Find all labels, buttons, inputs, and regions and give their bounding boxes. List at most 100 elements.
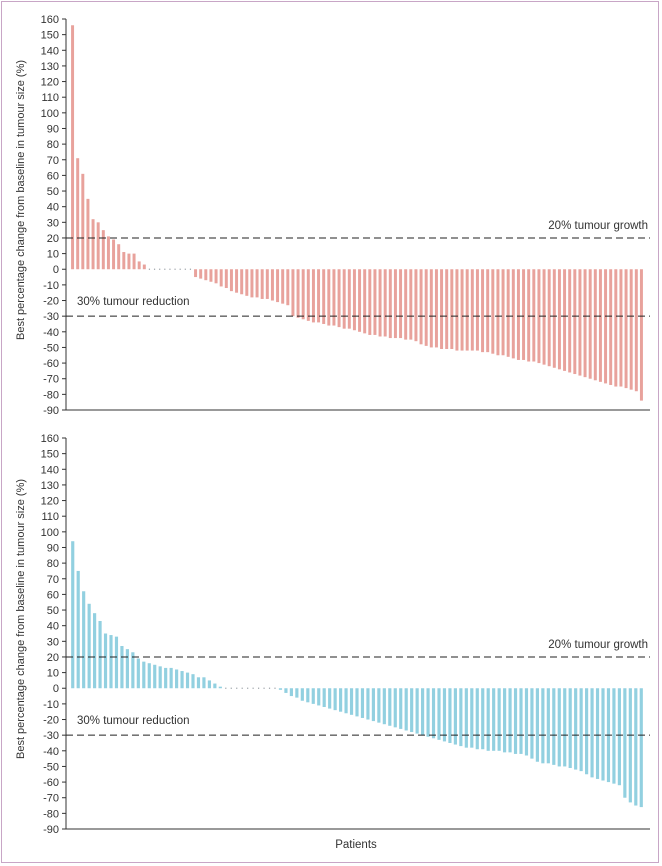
bar: [437, 688, 441, 740]
bar: [450, 269, 454, 350]
bar: [546, 688, 550, 764]
y-tick-label: 110: [41, 92, 59, 104]
y-tick-label: -50: [43, 342, 59, 354]
bar: [530, 688, 534, 759]
y-tick-label: 10: [47, 668, 59, 680]
y-tick-label: 60: [47, 170, 59, 182]
bar: [455, 269, 459, 351]
bar: [542, 269, 546, 365]
bar: [224, 269, 228, 289]
bar: [263, 687, 265, 689]
bar: [196, 677, 201, 689]
bar: [617, 688, 621, 786]
bar: [465, 269, 469, 351]
bar: [459, 688, 463, 747]
bar: [91, 219, 95, 270]
y-tick-label: -80: [43, 808, 59, 820]
bar: [378, 269, 382, 337]
bar: [274, 687, 276, 689]
bar: [470, 688, 474, 748]
bar: [497, 688, 501, 751]
y-tick-label: 60: [47, 589, 59, 601]
bar: [624, 269, 628, 389]
bar: [189, 268, 192, 270]
bar: [179, 268, 181, 270]
bar: [481, 688, 485, 750]
bar: [399, 688, 403, 729]
bar: [604, 269, 608, 384]
bar: [202, 677, 206, 689]
y-tick-label: -10: [43, 699, 59, 711]
y-tick-label: 40: [47, 202, 59, 214]
bar: [199, 269, 203, 279]
bar: [578, 269, 582, 376]
bar: [322, 688, 326, 708]
y-axis-label: Best percentage change from baseline in …: [15, 60, 27, 340]
bar: [235, 269, 239, 293]
bar: [175, 669, 179, 689]
bar: [76, 570, 80, 689]
bar: [519, 688, 523, 754]
y-tick-label: -50: [43, 761, 59, 773]
bar: [470, 269, 474, 351]
bar: [491, 269, 495, 354]
bar: [404, 688, 408, 731]
bar: [148, 268, 151, 270]
bar: [82, 591, 86, 689]
y-tick-label: 100: [41, 108, 59, 120]
bar: [388, 688, 392, 726]
bar: [153, 268, 156, 270]
bar: [93, 613, 97, 689]
bar: [440, 269, 444, 350]
bar: [230, 687, 232, 689]
bar: [429, 269, 433, 348]
y-tick-label: 30: [47, 217, 59, 229]
y-tick-label: -30: [43, 730, 59, 742]
bar: [503, 688, 507, 753]
bar: [219, 269, 223, 287]
y-tick-label: 160: [41, 433, 59, 445]
bar: [537, 269, 541, 364]
y-tick-label: 160: [41, 14, 59, 26]
bar: [278, 688, 283, 690]
bar: [245, 269, 249, 296]
bar: [122, 252, 126, 270]
bar: [328, 688, 332, 709]
bar: [311, 688, 315, 704]
bar: [225, 687, 227, 689]
bar: [241, 687, 243, 689]
bar: [71, 541, 75, 689]
bar: [541, 688, 545, 764]
bar: [445, 269, 449, 350]
panel-bottom: Best percentage change from baseline in …: [15, 433, 650, 851]
bar: [147, 663, 151, 689]
bar: [132, 253, 136, 270]
y-tick-label: 10: [47, 249, 59, 261]
bar: [240, 269, 244, 295]
bar: [164, 268, 166, 270]
bar: [414, 269, 418, 342]
growth-threshold-label: 20% tumour growth: [548, 220, 648, 232]
bar: [639, 269, 643, 401]
bar: [501, 269, 505, 356]
bar: [415, 688, 419, 734]
bar: [291, 269, 295, 317]
bar: [628, 688, 632, 803]
bar: [442, 688, 447, 742]
bar: [552, 269, 556, 368]
bar: [159, 268, 161, 270]
bar: [339, 688, 343, 712]
bar: [252, 687, 254, 689]
y-tick-label: -40: [43, 327, 59, 339]
bar: [106, 236, 110, 270]
bar: [535, 688, 539, 762]
bar: [142, 264, 146, 270]
bar: [358, 269, 362, 332]
bar: [475, 269, 479, 351]
bar: [194, 269, 198, 278]
bar: [352, 269, 356, 331]
bar: [377, 688, 381, 723]
bar: [131, 652, 135, 689]
bar: [207, 680, 211, 689]
